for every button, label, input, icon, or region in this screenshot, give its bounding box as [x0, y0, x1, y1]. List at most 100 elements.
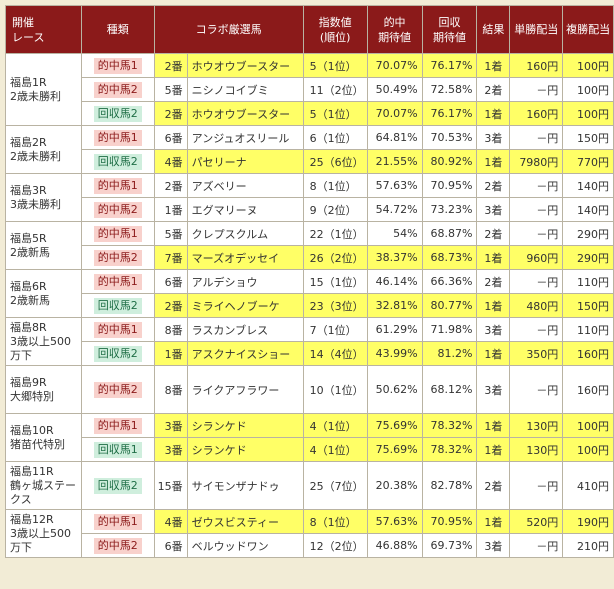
result-cell: 3着 — [476, 317, 511, 342]
hit-expectation-cell: 43.99% — [366, 341, 423, 366]
horse-number-cell: 6番 — [153, 269, 188, 294]
header-horse: コラボ厳選馬 — [153, 5, 304, 54]
table-row: 回収馬1 3番 シランケド 4（1位） 75.69% 78.32% 1着 130円 100円 — [6, 437, 614, 462]
horse-type-cell: 的中馬1 — [80, 173, 155, 198]
hit-expectation-cell: 70.07% — [366, 101, 423, 126]
table-row: 回収馬2 4番 パセリーナ 25（6位） 21.55% 80.92% 1着 7980円 770円 — [6, 149, 614, 174]
hit-horse-badge: 的中馬1 — [93, 273, 142, 290]
table-row: 的中馬2 6番 ベルウッドワン 12（2位） 46.88% 69.73% 3着 －円 210円 — [6, 533, 614, 558]
recovery-expectation-cell: 70.95% — [421, 173, 478, 198]
place-payout-cell: 110円 — [562, 317, 614, 342]
result-cell: 1着 — [476, 293, 511, 318]
horse-number-cell: 15番 — [153, 461, 188, 510]
hit-expectation-cell: 20.38% — [366, 461, 423, 510]
result-cell: 3着 — [476, 125, 511, 150]
index-rank-cell: 23（3位） — [302, 293, 368, 318]
recovery-expectation-cell: 76.17% — [421, 101, 478, 126]
result-cell: 3着 — [476, 533, 511, 558]
index-rank-cell: 25（7位） — [302, 461, 368, 510]
race-name-cell: 福島2R 2歳未勝利 — [5, 125, 82, 174]
horse-number-cell: 2番 — [153, 101, 188, 126]
horse-type-cell: 回収馬1 — [80, 437, 155, 462]
result-cell: 1着 — [476, 149, 511, 174]
hit-expectation-cell: 75.69% — [366, 437, 423, 462]
recovery-expectation-cell: 70.95% — [421, 509, 478, 534]
horse-type-cell: 回収馬2 — [80, 149, 155, 174]
result-cell: 2着 — [476, 173, 511, 198]
horse-name-cell: サイモンザナドゥ — [186, 461, 304, 510]
hit-expectation-cell: 50.62% — [366, 365, 423, 414]
win-payout-cell: －円 — [509, 365, 564, 414]
horse-number-cell: 1番 — [153, 197, 188, 222]
place-payout-cell: 160円 — [562, 365, 614, 414]
race-name-cell: 福島1R 2歳未勝利 — [5, 53, 82, 126]
result-cell: 1着 — [476, 437, 511, 462]
place-payout-cell: 290円 — [562, 245, 614, 270]
hit-horse-badge: 的中馬1 — [93, 225, 142, 242]
result-cell: 3着 — [476, 365, 511, 414]
horse-type-cell: 回収馬2 — [80, 101, 155, 126]
win-payout-cell: 160円 — [509, 101, 564, 126]
result-cell: 2着 — [476, 269, 511, 294]
hit-expectation-cell: 54% — [366, 221, 423, 246]
horse-type-cell: 的中馬1 — [80, 317, 155, 342]
header-type: 種類 — [80, 5, 155, 54]
table-row: 回収馬2 1番 アスクナイスショー 14（4位） 43.99% 81.2% 1着 350円 16… — [6, 341, 614, 366]
horse-type-cell: 的中馬2 — [80, 533, 155, 558]
place-payout-cell: 100円 — [562, 77, 614, 102]
index-rank-cell: 4（1位） — [302, 413, 368, 438]
recovery-expectation-cell: 68.87% — [421, 221, 478, 246]
table-row: 福島5R 2歳新馬 的中馬1 5番 クレプスクルム 22（1位） 54% 68.87% 2着 －円… — [5, 221, 614, 270]
recovery-expectation-cell: 78.32% — [421, 437, 478, 462]
hit-horse-badge: 的中馬1 — [93, 57, 142, 74]
horse-name-cell: シランケド — [186, 413, 304, 438]
hit-horse-badge: 的中馬1 — [93, 417, 142, 434]
hit-expectation-cell: 38.37% — [366, 245, 423, 270]
hit-expectation-cell: 57.63% — [366, 173, 423, 198]
hit-horse-badge: 的中馬2 — [93, 249, 142, 266]
header-race: 開催 レース — [5, 5, 82, 54]
horse-number-cell: 3番 — [153, 413, 188, 438]
header-win-payout: 単勝配当 — [509, 5, 564, 54]
index-rank-cell: 5（1位） — [302, 53, 368, 78]
place-payout-cell: 150円 — [562, 125, 614, 150]
race-name-cell: 福島5R 2歳新馬 — [5, 221, 82, 270]
recovery-expectation-cell: 80.92% — [421, 149, 478, 174]
place-payout-cell: 140円 — [562, 197, 614, 222]
results-table-container: 開催 レース 種類 コラボ厳選馬 指数値 (順位) 的中 期待値 回収 期待値 結果 単… — [5, 5, 614, 558]
place-payout-cell: 110円 — [562, 269, 614, 294]
recovery-expectation-cell: 80.77% — [421, 293, 478, 318]
horse-type-cell: 的中馬1 — [80, 53, 155, 78]
result-cell: 1着 — [476, 341, 511, 366]
recovery-horse-badge: 回収馬2 — [93, 153, 142, 170]
result-cell: 2着 — [476, 221, 511, 246]
place-payout-cell: 100円 — [562, 101, 614, 126]
horse-name-cell: アルデショウ — [186, 269, 304, 294]
hit-expectation-cell: 32.81% — [366, 293, 423, 318]
horse-type-cell: 的中馬1 — [80, 413, 155, 438]
hit-expectation-cell: 70.07% — [366, 53, 423, 78]
horse-number-cell: 4番 — [153, 149, 188, 174]
index-rank-cell: 15（1位） — [302, 269, 368, 294]
horse-number-cell: 2番 — [153, 173, 188, 198]
recovery-expectation-cell: 68.73% — [421, 245, 478, 270]
index-rank-cell: 11（2位） — [302, 77, 368, 102]
hit-horse-badge: 的中馬2 — [93, 81, 142, 98]
place-payout-cell: 100円 — [562, 53, 614, 78]
hit-horse-badge: 的中馬2 — [93, 537, 142, 554]
win-payout-cell: －円 — [509, 461, 564, 510]
recovery-expectation-cell: 78.32% — [421, 413, 478, 438]
table-row: 福島12R 3歳以上500 万下 的中馬1 4番 ゼウスビスティー 8（1位） 57.63% 7… — [5, 509, 614, 558]
recovery-horse-badge: 回収馬1 — [93, 441, 142, 458]
race-name-cell: 福島11R 鶴ヶ城ステー クス — [5, 461, 82, 510]
win-payout-cell: 160円 — [509, 53, 564, 78]
horse-name-cell: アスクナイスショー — [186, 341, 304, 366]
index-rank-cell: 25（6位） — [302, 149, 368, 174]
result-cell: 1着 — [476, 245, 511, 270]
recovery-expectation-cell: 72.58% — [421, 77, 478, 102]
result-cell: 1着 — [476, 413, 511, 438]
place-payout-cell: 290円 — [562, 221, 614, 246]
header-hit-expectation: 的中 期待値 — [366, 5, 423, 54]
horse-name-cell: アンジュオスリール — [186, 125, 304, 150]
win-payout-cell: －円 — [509, 197, 564, 222]
